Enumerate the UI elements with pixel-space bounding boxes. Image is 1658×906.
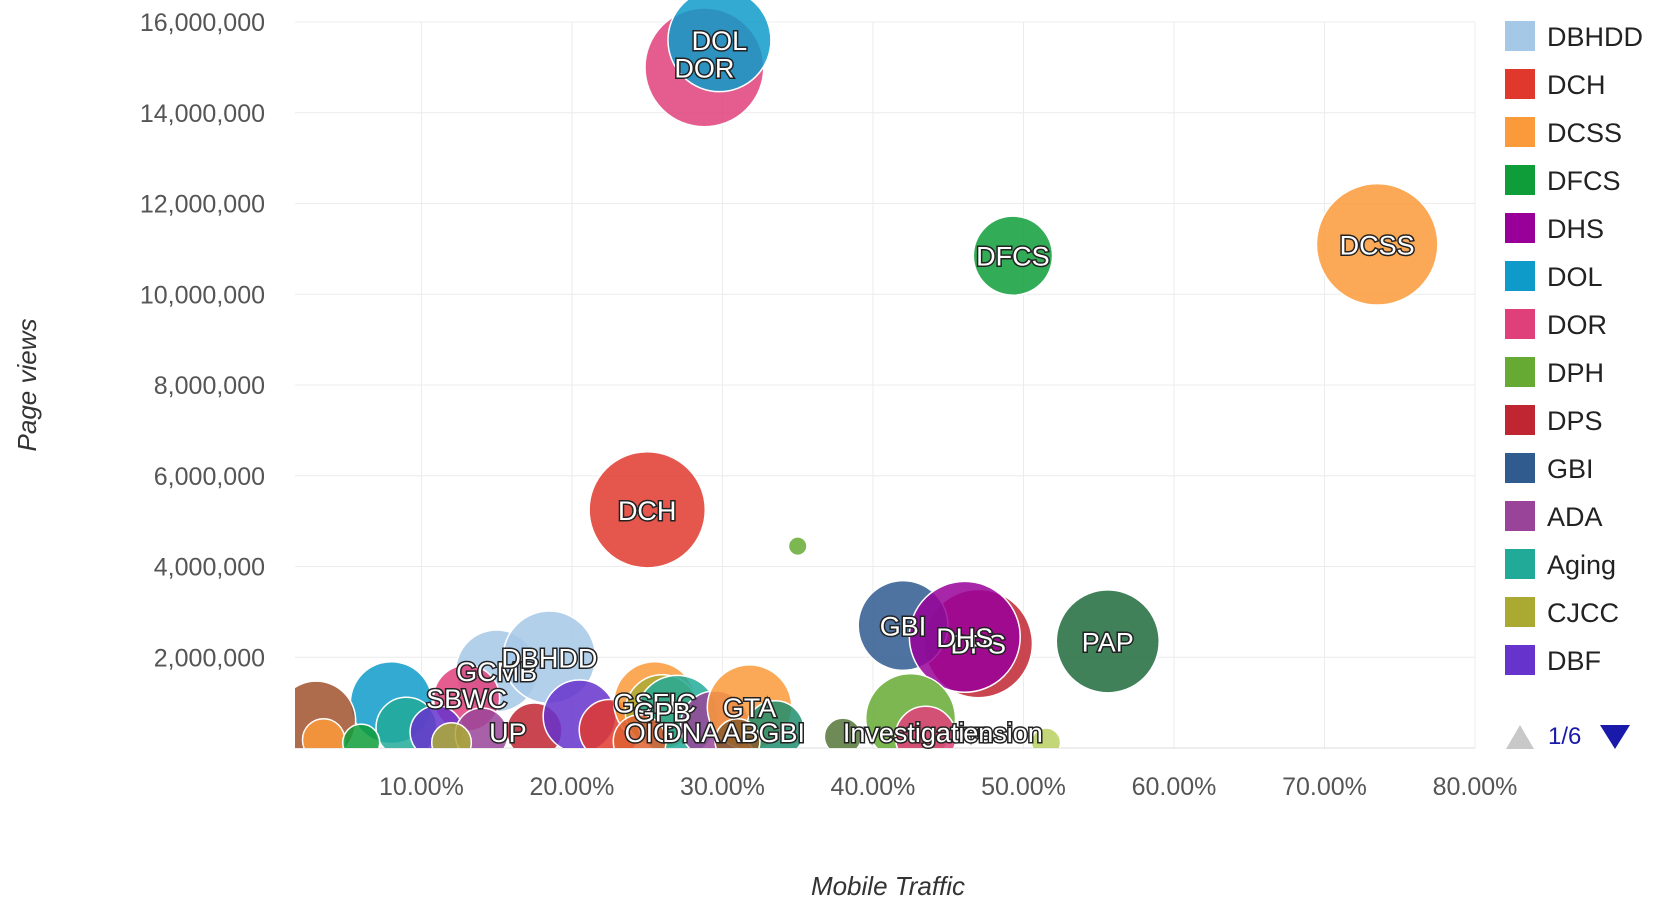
pager-up-arrow-icon[interactable] xyxy=(1506,725,1534,749)
legend-item-dcss[interactable]: DCSS xyxy=(1547,118,1622,148)
bubble-label: SBWC xyxy=(426,684,507,714)
bubble-label: DCH xyxy=(618,496,677,526)
bubble-label: DOL xyxy=(692,26,748,56)
bubble-point-30[interactable] xyxy=(1030,727,1062,757)
bubble-point-29[interactable] xyxy=(894,705,957,767)
x-tick-label: 60.00% xyxy=(1132,773,1217,801)
bubble-dch[interactable] xyxy=(588,450,707,569)
y-tick-label: 2,000,000 xyxy=(154,644,265,672)
legend-item-dbhdd[interactable]: DBHDD xyxy=(1547,22,1643,52)
bubble-dol[interactable] xyxy=(667,0,772,93)
bubble-pap[interactable] xyxy=(1055,589,1160,694)
legend: DBHDD DCH DCSS DFCS DHS DOL DOR DPH DPS GBI ADA Agi… xyxy=(1505,21,1643,676)
x-axis-title: Mobile Traffic xyxy=(811,871,965,901)
bubble-label: DBHDD xyxy=(501,643,597,673)
strip-label: Investigative xyxy=(843,718,993,748)
legend-swatch xyxy=(1505,501,1535,531)
bubble-point-32[interactable] xyxy=(714,718,761,764)
legend-pager: 1/6 xyxy=(1506,723,1630,750)
bubble-label: GTA xyxy=(723,693,777,723)
legend-item-aging[interactable]: Aging xyxy=(1547,550,1616,580)
y-tick-label: 8,000,000 xyxy=(154,372,265,400)
x-axis-ticks: 10.00% 20.00% 30.00% 40.00% 50.00% 60.00% 70.0… xyxy=(379,773,1517,801)
bubble-label: DFCS xyxy=(976,242,1050,272)
bubble-label: PAP xyxy=(1082,627,1134,657)
legend-item-ada[interactable]: ADA xyxy=(1547,502,1603,532)
pager-label: 1/6 xyxy=(1548,723,1581,750)
legend-swatch xyxy=(1505,213,1535,243)
x-tick-label: 10.00% xyxy=(379,773,464,801)
strip-label: DNA xyxy=(662,718,719,748)
bubble-label: GPB xyxy=(634,698,691,728)
legend-item-dps[interactable]: DPS xyxy=(1547,406,1603,436)
y-tick-label: 6,000,000 xyxy=(154,463,265,491)
legend-swatch xyxy=(1505,309,1535,339)
y-tick-label: 4,000,000 xyxy=(154,554,265,582)
legend-swatch xyxy=(1505,357,1535,387)
legend-swatch xyxy=(1505,165,1535,195)
strip-label: ension xyxy=(963,718,1043,748)
x-tick-label: 40.00% xyxy=(831,773,916,801)
y-tick-label: 16,000,000 xyxy=(140,9,265,37)
legend-item-dor[interactable]: DOR xyxy=(1547,310,1607,340)
y-tick-label: 10,000,000 xyxy=(140,281,265,309)
legend-swatch xyxy=(1505,453,1535,483)
legend-swatch xyxy=(1505,69,1535,99)
pager-down-arrow-icon[interactable] xyxy=(1600,725,1630,749)
bubble-label: GCMB xyxy=(456,657,537,687)
legend-swatch xyxy=(1505,549,1535,579)
bubble-label: DHS xyxy=(936,623,993,653)
legend-item-dhs[interactable]: DHS xyxy=(1547,214,1604,244)
legend-swatch xyxy=(1505,117,1535,147)
bubble-point-33[interactable] xyxy=(301,717,346,761)
bubble-dhs[interactable] xyxy=(908,580,1021,694)
legend-swatch xyxy=(1505,21,1535,51)
legend-item-dph[interactable]: DPH xyxy=(1547,358,1604,388)
bubble-dcss[interactable] xyxy=(1315,182,1439,306)
legend-swatch xyxy=(1505,597,1535,627)
bubble-point-27[interactable] xyxy=(823,717,863,755)
bubble-point-34[interactable] xyxy=(342,723,381,761)
bubble-point-35[interactable] xyxy=(430,722,473,763)
bubble-label: DOR xyxy=(674,53,734,83)
x-tick-label: 80.00% xyxy=(1433,773,1518,801)
x-tick-label: 20.00% xyxy=(530,773,615,801)
x-tick-label: 70.00% xyxy=(1282,773,1367,801)
legend-item-dch[interactable]: DCH xyxy=(1547,70,1606,100)
strip-label: OIG xyxy=(625,718,675,748)
strip-label: UP xyxy=(489,718,527,748)
bubble-point-31[interactable] xyxy=(612,714,667,768)
strip-label: ABGBI xyxy=(722,718,805,748)
x-tick-label: 50.00% xyxy=(981,773,1066,801)
legend-swatch xyxy=(1505,261,1535,291)
bubble-label: DPS xyxy=(951,630,1007,660)
y-tick-label: 12,000,000 xyxy=(140,191,265,219)
bubble-point-5[interactable] xyxy=(787,536,808,557)
y-tick-label: 14,000,000 xyxy=(140,100,265,128)
legend-swatch xyxy=(1505,405,1535,435)
legend-item-gbi[interactable]: GBI xyxy=(1547,454,1594,484)
legend-item-dbf[interactable]: DBF xyxy=(1547,646,1601,676)
legend-item-dol[interactable]: DOL xyxy=(1547,262,1603,292)
y-axis-title: Page views xyxy=(12,319,42,452)
legend-item-cjcc[interactable]: CJCC xyxy=(1547,598,1619,628)
bubble-label: DCSS xyxy=(1340,230,1415,260)
legend-item-dfcs[interactable]: DFCS xyxy=(1547,166,1621,196)
bubble-dfcs[interactable] xyxy=(972,215,1054,297)
x-tick-label: 30.00% xyxy=(680,773,765,801)
y-axis-ticks: 16,000,000 14,000,000 12,000,000 10,000,000… xyxy=(140,9,265,672)
legend-swatch xyxy=(1505,645,1535,675)
bubble-label: GSFIC xyxy=(613,689,696,719)
bubble-label: GBI xyxy=(880,611,927,641)
